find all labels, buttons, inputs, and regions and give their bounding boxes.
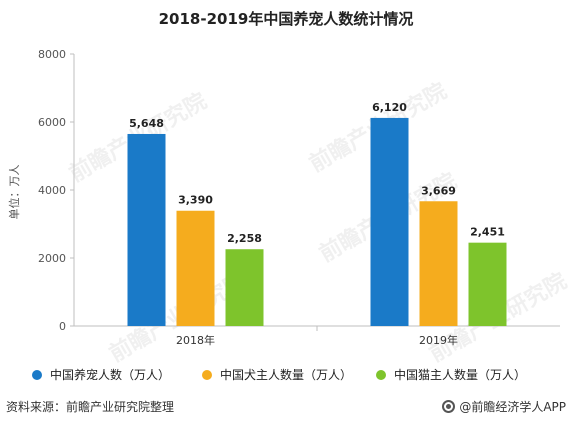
x-tick-label: 2018年 [176, 333, 215, 347]
legend-swatch [376, 369, 386, 380]
y-tick-label: 8000 [38, 48, 66, 61]
y-tick-label: 6000 [38, 116, 66, 129]
data-label: 2,258 [227, 232, 262, 245]
brand-logo-icon [442, 400, 456, 413]
data-label: 3,669 [421, 184, 456, 197]
legend-label: 中国犬主人数量（万人） [220, 368, 353, 382]
bar-2 [176, 210, 215, 326]
chart-legend: 中国养宠人数（万人） 中国犬主人数量（万人） 中国猫主人数量（万人） [24, 366, 564, 386]
data-label: 6,120 [372, 101, 407, 114]
bar-3 [225, 249, 264, 326]
data-label: 5,648 [129, 117, 164, 130]
data-label: 2,451 [470, 226, 505, 239]
chart-title: 2018-2019年中国养宠人数统计情况 [158, 10, 414, 28]
chart-plot: 0 2000 4000 6000 8000 2018年 2019年 5,648 3,390 2,… [38, 48, 560, 347]
legend-label: 中国养宠人数（万人） [50, 368, 171, 382]
y-tick-label: 2000 [38, 252, 66, 265]
legend-swatch [32, 369, 42, 380]
bar-1 [370, 117, 409, 326]
brand-credit: @前瞻经济学人APP [442, 398, 566, 415]
legend-item: 中国猫主人数量（万人） [376, 366, 526, 383]
legend-swatch [202, 369, 212, 380]
x-tick-label: 2019年 [419, 333, 458, 347]
y-tick-label: 0 [59, 320, 66, 333]
bar-3 [468, 242, 507, 326]
legend-item: 中国养宠人数（万人） [32, 366, 170, 383]
data-label: 3,390 [178, 194, 213, 207]
legend-item: 中国犬主人数量（万人） [202, 366, 352, 383]
legend-label: 中国猫主人数量（万人） [394, 368, 527, 382]
bar-1 [127, 133, 166, 326]
source-note: 资料来源：前瞻产业研究院整理 [6, 400, 175, 414]
brand-text: @前瞻经济学人APP [459, 400, 566, 414]
y-tick-label: 4000 [38, 184, 66, 197]
bar-2 [419, 201, 458, 326]
